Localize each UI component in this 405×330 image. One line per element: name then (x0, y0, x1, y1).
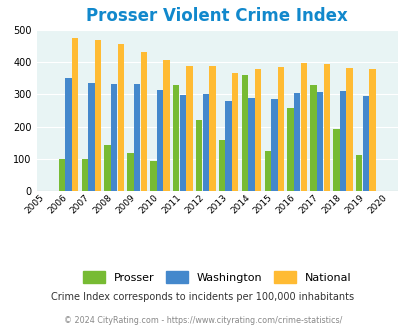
Bar (362, 96, 368, 191)
Bar (72, 38, 78, 191)
Bar (59, 159, 65, 191)
Bar (248, 98, 254, 191)
Bar (218, 140, 225, 191)
Legend: Prosser, Washington, National: Prosser, Washington, National (79, 268, 354, 286)
Bar (150, 161, 156, 191)
Bar (202, 94, 209, 191)
Bar (287, 108, 293, 191)
Bar (186, 66, 192, 191)
Bar (173, 85, 179, 191)
Bar (241, 75, 247, 191)
Bar (316, 92, 322, 191)
Bar (209, 66, 215, 191)
Bar (88, 83, 94, 191)
Bar (309, 85, 316, 191)
Bar (95, 40, 101, 191)
Bar (81, 159, 88, 191)
Bar (369, 69, 375, 191)
Bar (293, 93, 300, 191)
Bar (232, 73, 238, 191)
Bar (163, 60, 169, 191)
Bar (323, 64, 329, 191)
Bar (254, 69, 261, 191)
Bar (140, 52, 147, 191)
Bar (111, 84, 117, 191)
Text: © 2024 CityRating.com - https://www.cityrating.com/crime-statistics/: © 2024 CityRating.com - https://www.city… (64, 315, 341, 325)
Bar (196, 120, 202, 191)
Bar (333, 129, 339, 191)
Bar (339, 91, 345, 191)
Bar (271, 99, 277, 191)
Text: Crime Index corresponds to incidents per 100,000 inhabitants: Crime Index corresponds to incidents per… (51, 292, 354, 302)
Bar (156, 89, 163, 191)
Bar (264, 151, 270, 191)
Bar (355, 155, 362, 191)
Bar (345, 68, 352, 191)
Bar (277, 67, 284, 191)
Bar (127, 152, 133, 191)
Bar (225, 102, 231, 191)
Bar (117, 44, 124, 191)
Title: Prosser Violent Crime Index: Prosser Violent Crime Index (86, 7, 347, 25)
Bar (104, 145, 111, 191)
Bar (179, 95, 185, 191)
Bar (134, 84, 140, 191)
Bar (65, 78, 72, 191)
Bar (300, 63, 306, 191)
